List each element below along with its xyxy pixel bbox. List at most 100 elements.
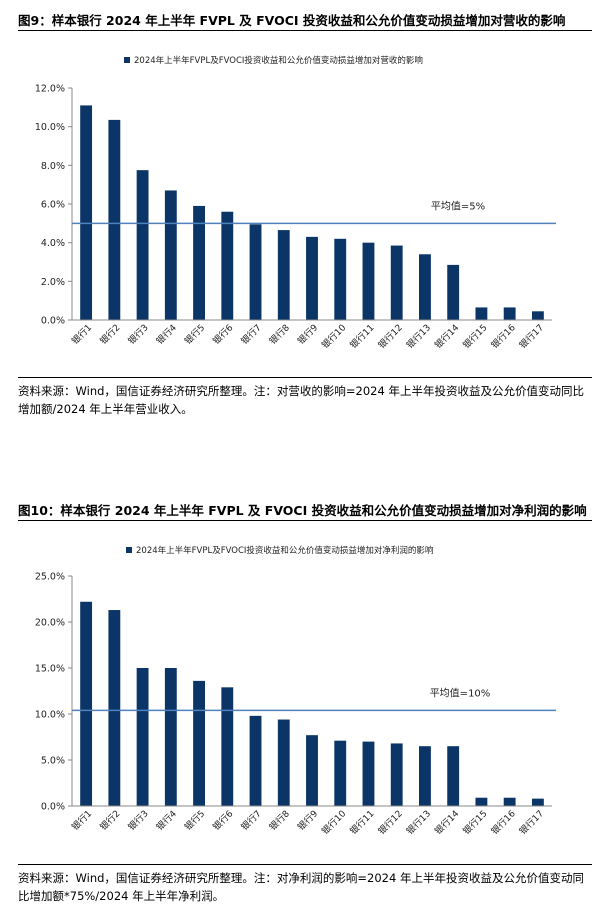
bar (164, 190, 177, 320)
title-rule (18, 30, 592, 31)
bar-chart: 2024年上半年FVPL及FVOCI投资收益和公允价值变动损益增加对营收的影响 0… (35, 55, 556, 351)
x-tick-label: 银行13 (404, 322, 433, 351)
bar (277, 719, 290, 806)
note-rule (18, 377, 592, 378)
x-tick-label: 银行10 (319, 321, 349, 351)
bar (475, 307, 488, 320)
x-tick-label: 银行13 (404, 808, 433, 837)
bar (306, 236, 318, 320)
bar (164, 668, 177, 806)
y-tick-label: 6.0% (41, 200, 65, 211)
bar (503, 797, 516, 806)
bar (334, 740, 347, 806)
x-tick-label: 银行5 (182, 808, 207, 833)
legend-swatch (126, 547, 132, 553)
y-tick-label: 2.0% (41, 277, 65, 288)
bar (362, 242, 375, 320)
x-tick-label: 银行4 (154, 807, 179, 832)
x-tick-label: 银行8 (267, 807, 292, 832)
bar (390, 743, 403, 806)
x-tick-label: 银行9 (295, 807, 320, 832)
bar (249, 224, 262, 320)
bar (390, 245, 403, 320)
x-tick-label: 银行17 (517, 808, 546, 837)
bar (531, 798, 544, 806)
x-tick-label: 银行6 (210, 321, 235, 346)
x-tick-label: 银行6 (210, 807, 235, 832)
legend-label: 2024年上半年FVPL及FVOCI投资收益和公允价值变动损益增加对营收的影响 (134, 55, 423, 66)
y-tick-label: 0.0% (41, 802, 65, 813)
figure-9: 图9：样本银行 2024 年上半年 FVPL 及 FVOCI 投资收益和公允价值… (0, 0, 610, 430)
x-tick-label: 银行12 (376, 322, 405, 351)
y-tick-label: 25.0% (35, 572, 65, 583)
bar (136, 668, 149, 806)
bar (447, 746, 460, 806)
y-tick-label: 4.0% (41, 238, 65, 249)
bar (136, 170, 149, 320)
legend: 2024年上半年FVPL及FVOCI投资收益和公允价值变动损益增加对净利润的影响 (126, 545, 433, 556)
bar (249, 715, 262, 806)
x-tick-label: 银行12 (376, 808, 405, 837)
bar (277, 230, 290, 320)
x-tick-label: 银行9 (295, 321, 320, 346)
x-tick-label: 银行4 (154, 321, 179, 346)
bar (221, 211, 234, 320)
x-tick-label: 银行8 (267, 321, 292, 346)
x-tick-label: 银行7 (238, 322, 263, 347)
x-tick-label: 银行1 (69, 808, 94, 833)
x-tick-label: 银行15 (460, 808, 489, 837)
note-rule (18, 864, 592, 865)
average-line-label: 平均值=5% (431, 199, 485, 212)
x-tick-label: 银行16 (488, 807, 518, 837)
bar (80, 601, 93, 806)
x-tick-label: 银行15 (460, 322, 489, 351)
x-tick-label: 银行17 (517, 322, 546, 351)
figure-10: 图10：样本银行 2024 年上半年 FVPL 及 FVOCI 投资收益和公允价… (0, 490, 610, 907)
bar (80, 105, 93, 321)
x-tick-label: 银行11 (347, 322, 376, 351)
bar (306, 735, 318, 806)
y-tick-label: 5.0% (41, 756, 65, 767)
bar (503, 307, 516, 320)
x-tick-label: 银行5 (182, 322, 207, 347)
y-tick-label: 10.0% (35, 122, 65, 133)
bar (193, 205, 205, 320)
legend: 2024年上半年FVPL及FVOCI投资收益和公允价值变动损益增加对营收的影响 (124, 55, 423, 66)
x-tick-label: 银行2 (97, 322, 122, 347)
average-line-label: 平均值=10% (430, 686, 491, 699)
figure-title: 图9：样本银行 2024 年上半年 FVPL 及 FVOCI 投资收益和公允价值… (18, 13, 566, 28)
x-tick-label: 银行1 (69, 322, 94, 347)
x-tick-label: 银行14 (432, 321, 462, 351)
y-tick-label: 20.0% (35, 618, 65, 629)
bar (334, 238, 347, 320)
x-tick-label: 银行10 (319, 807, 349, 837)
y-tick-label: 0.0% (41, 316, 65, 327)
bar (108, 119, 121, 321)
bar (419, 746, 431, 806)
bar (475, 797, 488, 806)
bar-chart: 2024年上半年FVPL及FVOCI投资收益和公允价值变动损益增加对净利润的影响… (35, 545, 556, 837)
legend-label: 2024年上半年FVPL及FVOCI投资收益和公允价值变动损益增加对净利润的影响 (136, 545, 433, 556)
bar (221, 687, 234, 806)
legend-swatch (124, 57, 130, 63)
bar (419, 254, 431, 320)
x-tick-label: 银行2 (97, 808, 122, 833)
x-tick-label: 银行7 (238, 808, 263, 833)
bar (108, 610, 121, 806)
source-note: 资料来源：Wind，国信证券经济研究所整理。注：对净利润的影响=2024 年上半… (18, 871, 584, 903)
source-note: 资料来源：Wind，国信证券经济研究所整理。注：对营收的影响=2024 年上半年… (18, 384, 584, 416)
bar (362, 741, 375, 806)
y-tick-label: 10.0% (35, 710, 65, 721)
x-tick-label: 银行3 (125, 808, 150, 833)
x-tick-label: 银行3 (125, 322, 150, 347)
x-tick-label: 银行16 (488, 321, 518, 351)
bar (193, 680, 205, 806)
figure-title: 图10：样本银行 2024 年上半年 FVPL 及 FVOCI 投资收益和公允价… (18, 503, 587, 518)
x-tick-label: 银行14 (432, 807, 462, 837)
y-tick-label: 12.0% (35, 84, 65, 95)
y-tick-label: 15.0% (35, 664, 65, 675)
title-rule (18, 520, 592, 521)
bar (531, 311, 544, 320)
x-tick-label: 银行11 (347, 808, 376, 837)
y-tick-label: 8.0% (41, 161, 65, 172)
